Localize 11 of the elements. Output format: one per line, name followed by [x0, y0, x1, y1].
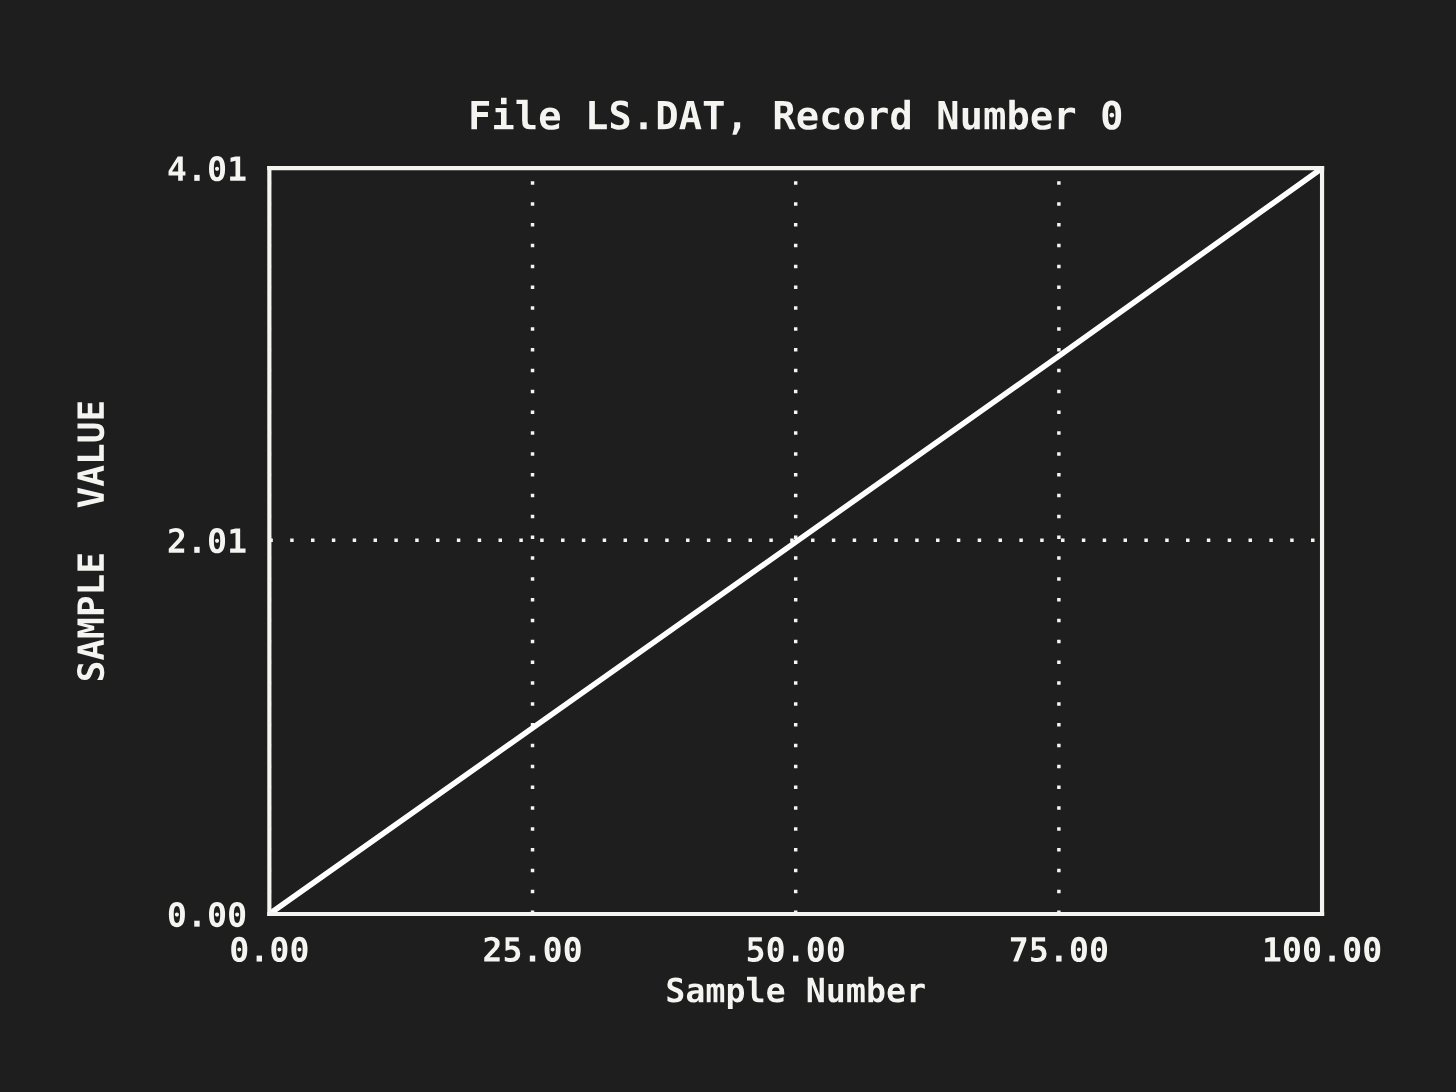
x-axis-title: Sample Number: [667, 976, 925, 1010]
y-axis-title: SAMPLE VALUE: [77, 402, 105, 681]
y-tick-label: 4.01: [168, 156, 246, 182]
x-tick-label: 75.00: [1010, 936, 1108, 963]
y-tick-label: 2.01: [168, 528, 246, 554]
x-tick-label: 50.00: [747, 936, 844, 963]
chart-title: File LS.DAT, Record Number 0: [471, 97, 1122, 135]
x-tick-label: 25.00: [484, 936, 581, 963]
x-tick-label: 100.00: [1264, 936, 1381, 963]
y-tick-label: 0.00: [168, 901, 246, 928]
x-tick-label: 0.00: [231, 936, 308, 963]
